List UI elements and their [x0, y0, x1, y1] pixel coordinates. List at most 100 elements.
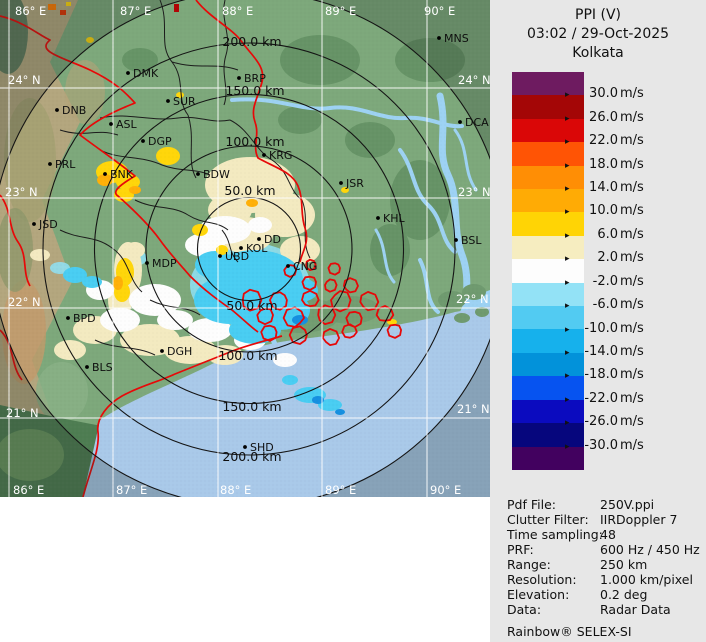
- station-label-DMK: DMK: [133, 67, 159, 80]
- lon-label-bottom: 90° E: [430, 483, 461, 497]
- station-label-BRP: BRP: [244, 72, 266, 85]
- metadata-label: Pdf File:: [507, 497, 556, 512]
- product-title: PPI (V): [575, 7, 621, 23]
- metadata-row: Pdf File: 250V.ppi: [507, 497, 702, 512]
- station-label-MDP: MDP: [152, 257, 177, 270]
- scale-tick: ▸ 10.0 m/s: [490, 203, 706, 219]
- metadata-value: 48: [600, 527, 616, 542]
- station-dot-BDW: [196, 172, 200, 176]
- station-label-DCA: DCA: [465, 116, 489, 129]
- tick-arrow-icon: ▸: [565, 277, 570, 288]
- metadata-label: PRF:: [507, 542, 534, 557]
- timestamp: 03:02 / 29-Oct-2025: [526, 26, 670, 42]
- metadata-label: Time sampling:: [507, 527, 603, 542]
- station-dot-DMK: [126, 71, 130, 75]
- scale-tick: ▸ 22.0 m/s: [490, 133, 706, 149]
- tick-unit: m/s: [620, 156, 644, 172]
- lat-label-left: 24° N: [8, 73, 41, 87]
- scale-band-16: [512, 446, 584, 470]
- tick-arrow-icon: ▸: [565, 207, 570, 218]
- ring-label: 50.0 km: [226, 298, 277, 313]
- tick-arrow-icon: ▸: [565, 254, 570, 265]
- tick-unit: m/s: [620, 343, 644, 359]
- metadata-label: Range:: [507, 557, 551, 572]
- tick-value: -2.0: [592, 273, 618, 289]
- tick-value: -18.0: [584, 367, 618, 383]
- metadata-row: PRF: 600 Hz / 450 Hz: [507, 542, 702, 557]
- tick-arrow-icon: ▸: [565, 184, 570, 195]
- scale-tick: ▸ 30.0 m/s: [490, 86, 706, 102]
- lon-label-top: 86° E: [15, 4, 46, 18]
- station-dot-MDP: [145, 261, 149, 265]
- station-dot-BSL: [454, 238, 458, 242]
- tick-arrow-icon: ▸: [565, 371, 570, 382]
- station-label-UBD: UBD: [225, 250, 249, 263]
- station-dot-SHD: [243, 445, 247, 449]
- scale-tick: ▸ 18.0 m/s: [490, 157, 706, 173]
- tick-unit: m/s: [620, 437, 644, 453]
- scale-band-9: [512, 282, 584, 307]
- station-label-BNK: BNK: [110, 168, 134, 181]
- station-dot-BPD: [66, 316, 70, 320]
- lat-label-right: 21° N: [457, 402, 490, 416]
- metadata-label: Resolution:: [507, 572, 577, 587]
- velocity-color-scale: [512, 72, 584, 470]
- lon-label-bottom: 86° E: [13, 483, 44, 497]
- scale-tick: ▸ -2.0 m/s: [490, 274, 706, 290]
- radar-map-display: 200.0 km 150.0 km 100.0 km 50.0 km 50.0 km 10…: [0, 0, 507, 507]
- lon-label-top: 87° E: [120, 4, 151, 18]
- station-label-JSR: JSR: [345, 177, 364, 190]
- station-label-KRG: KRG: [269, 149, 292, 162]
- station-label-DNB: DNB: [62, 104, 86, 117]
- ring-label: 100.0 km: [218, 348, 277, 363]
- lon-label-top: 88° E: [222, 4, 253, 18]
- tick-arrow-icon: ▸: [565, 230, 570, 241]
- tick-value: -26.0: [584, 414, 618, 430]
- ring-label: 150.0 km: [225, 83, 284, 98]
- scale-tick: ▸ -6.0 m/s: [490, 297, 706, 313]
- lat-label-right: 24° N: [458, 73, 490, 87]
- station-label-CNG: CNG: [293, 260, 317, 273]
- lat-label-left: 21° N: [6, 406, 39, 420]
- metadata-label: Elevation:: [507, 587, 570, 602]
- scale-tick: ▸ -10.0 m/s: [490, 321, 706, 337]
- tick-unit: m/s: [620, 226, 644, 242]
- station-label-JSD: JSD: [38, 218, 58, 231]
- scale-band-11: [512, 329, 584, 353]
- tick-arrow-icon: ▸: [565, 90, 570, 101]
- station-dot-JSR: [339, 181, 343, 185]
- tick-value: 2.0: [597, 250, 618, 266]
- tick-value: -30.0: [584, 437, 618, 453]
- tick-unit: m/s: [620, 86, 644, 102]
- tick-unit: m/s: [620, 109, 644, 125]
- scale-band-7: [512, 235, 584, 260]
- site-name: Kolkata: [572, 45, 624, 61]
- scale-tick: ▸ -22.0 m/s: [490, 391, 706, 407]
- scale-tick: ▸ 2.0 m/s: [490, 250, 706, 266]
- station-label-BPD: BPD: [73, 312, 96, 325]
- ring-distance-labels: 200.0 km 150.0 km 100.0 km 50.0 km 50.0 km 10…: [218, 34, 284, 464]
- station-dot-BLS: [85, 365, 89, 369]
- tick-unit: m/s: [620, 297, 644, 313]
- tick-value: -22.0: [584, 390, 618, 406]
- tick-value: -6.0: [592, 297, 618, 313]
- metadata-row: Resolution: 1.000 km/pixel: [507, 572, 702, 587]
- station-dot-PRL: [48, 162, 52, 166]
- tick-value: -14.0: [584, 343, 618, 359]
- tick-arrow-icon: ▸: [565, 324, 570, 335]
- metadata-value: 0.2 deg: [600, 587, 648, 602]
- metadata-value: 250V.ppi: [600, 497, 655, 512]
- tick-unit: m/s: [620, 390, 644, 406]
- station-label-ASL: ASL: [116, 118, 138, 131]
- station-label-KHL: KHL: [383, 212, 405, 225]
- metadata-row: Time sampling: 48: [507, 527, 702, 542]
- ring-label: 50.0 km: [224, 183, 275, 198]
- scale-band-4: [512, 165, 584, 190]
- tick-unit: m/s: [620, 367, 644, 383]
- lat-label-right: 23° N: [458, 185, 490, 199]
- tick-unit: m/s: [620, 320, 644, 336]
- station-dot-SUR: [166, 99, 170, 103]
- station-dot-DGP: [141, 139, 145, 143]
- metadata-label: Data:: [507, 602, 542, 617]
